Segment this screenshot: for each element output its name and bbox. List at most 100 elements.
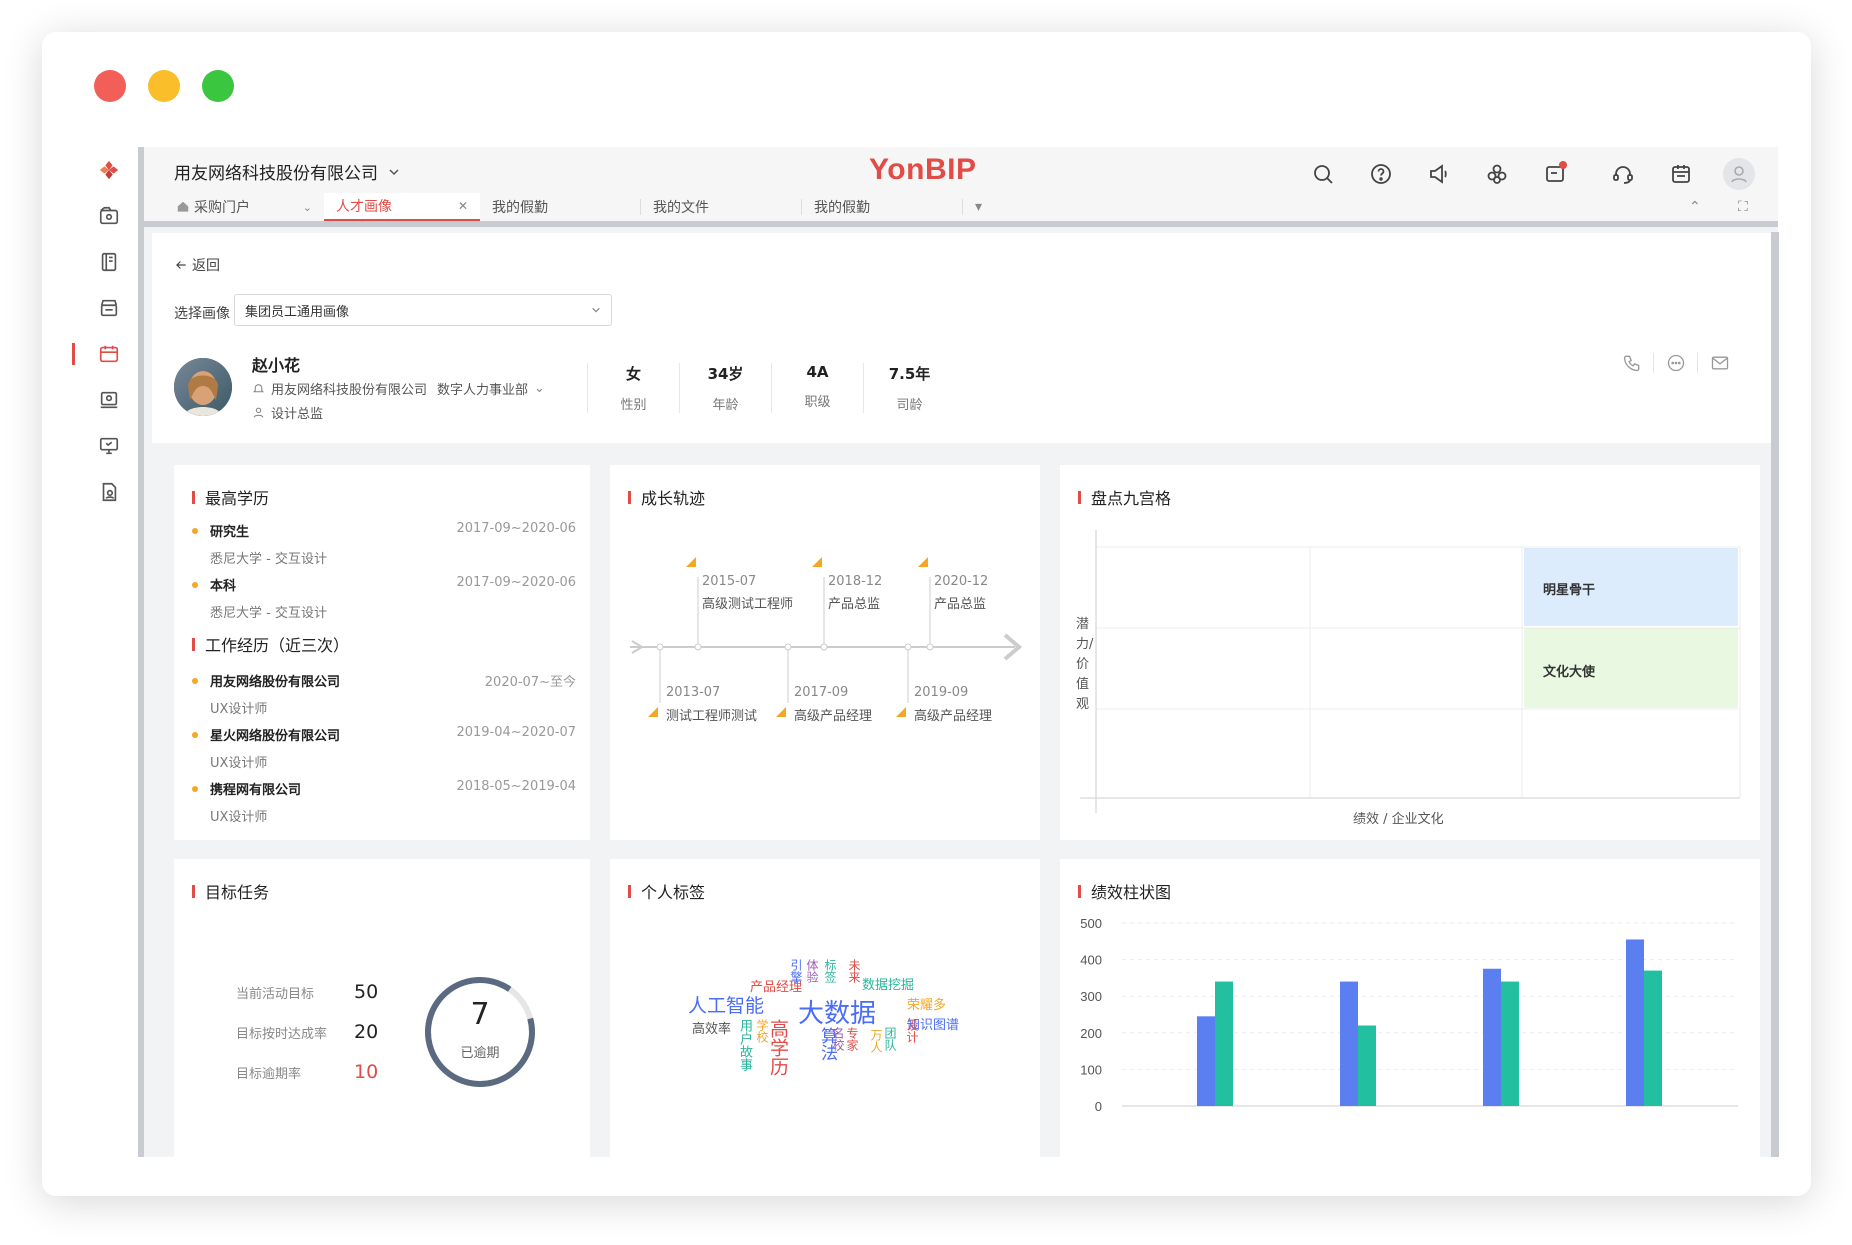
tag-word: 专家 bbox=[845, 1027, 859, 1051]
growth-card: 成长轨迹 bbox=[610, 465, 1040, 840]
overdue-count: 7 bbox=[470, 997, 490, 1032]
tag-word: 设计 bbox=[905, 1019, 919, 1043]
help-icon[interactable] bbox=[1352, 157, 1410, 191]
tags-title: 个人标签 bbox=[628, 879, 705, 903]
growth-title: 成长轨迹 bbox=[628, 485, 705, 509]
y-tick-label: 300 bbox=[1080, 989, 1102, 1004]
company-switcher[interactable]: 用友网络科技股份有限公司 bbox=[174, 159, 400, 184]
user-avatar-button[interactable] bbox=[1710, 157, 1768, 191]
home-icon bbox=[177, 201, 189, 212]
tags-card: 个人标签 大数据 人工智能 高学历 算法 产品经理 数据挖掘 荣耀多 知识图谱 高效率 用户故事学… bbox=[610, 859, 1040, 1159]
list-item: 本科 悉尼大学 - 交互设计 2017-09~2020-06 bbox=[192, 575, 576, 621]
chevron-down-icon bbox=[592, 307, 600, 313]
phone-icon[interactable] bbox=[1610, 353, 1654, 373]
tag-word: 算法 bbox=[817, 1027, 837, 1061]
app-frame-left bbox=[138, 147, 146, 1157]
objective-row-overdue: 目标逾期率 10 bbox=[236, 1061, 379, 1083]
tab-my-attendance-2[interactable]: 我的假勤 bbox=[814, 200, 870, 216]
growth-role: 高级产品经理 bbox=[914, 709, 993, 724]
book-icon[interactable] bbox=[72, 239, 146, 285]
tag-word: 大数据 bbox=[798, 999, 877, 1029]
portrait-select[interactable]: 集团员工通用画像 bbox=[234, 294, 612, 326]
person-org: 用友网络科技股份有限公司 数字人力事业部 ⌄ bbox=[252, 379, 545, 398]
stat-grade: 4A 职级 bbox=[771, 363, 863, 413]
avatar bbox=[174, 358, 232, 416]
tab-procurement-portal[interactable]: 采购门户 ⌄ bbox=[164, 193, 324, 221]
app-logo-icon[interactable] bbox=[72, 147, 146, 193]
tag-cloud: 大数据 人工智能 高学历 算法 产品经理 数据挖掘 荣耀多 知识图谱 高效率 用户故事 学校 名校 专家… bbox=[610, 859, 1040, 1159]
person-title: 设计总监 bbox=[252, 403, 323, 422]
growth-date: 2013-07 bbox=[666, 685, 721, 700]
announcement-icon[interactable] bbox=[1410, 157, 1468, 191]
y-tick-label: 200 bbox=[1080, 1026, 1102, 1041]
y-tick-label: 400 bbox=[1080, 953, 1102, 968]
education-title: 最高学历 bbox=[192, 485, 269, 509]
person-stats: 女性别 34岁 年龄 4A 职级 7.5年 司龄 bbox=[587, 363, 955, 413]
bell-icon bbox=[252, 384, 265, 393]
growth-date: 2020-12 bbox=[934, 574, 989, 589]
growth-date: 2017-09 bbox=[794, 685, 849, 700]
fullscreen-icon[interactable]: ⛶ bbox=[1738, 199, 1748, 215]
growth-role: 测试工程师测试 bbox=[666, 709, 758, 724]
bar bbox=[1644, 970, 1662, 1106]
work-history-title: 工作经历（近三次） bbox=[192, 632, 349, 656]
contact-actions bbox=[1610, 353, 1742, 373]
store-icon[interactable] bbox=[72, 285, 146, 331]
window-controls bbox=[94, 70, 234, 102]
tab-my-files[interactable]: 我的文件 bbox=[653, 200, 709, 216]
objectives-card: 目标任务 当前活动目标 50 目标按时达成率 20 目标逾期率 10 7 已逾期 bbox=[174, 859, 590, 1159]
monitor-icon[interactable] bbox=[72, 423, 146, 469]
tab-talent-portrait[interactable]: 人才画像 ✕ bbox=[324, 193, 480, 221]
tab-overflow-dropdown[interactable]: ▾ bbox=[975, 199, 983, 215]
close-window-button[interactable] bbox=[94, 70, 126, 102]
document-user-icon[interactable] bbox=[72, 469, 146, 515]
growth-role: 高级测试工程师 bbox=[702, 597, 794, 612]
left-nav-rail bbox=[72, 147, 146, 1157]
tag-word: 万人 bbox=[869, 1029, 883, 1053]
list-item: 星火网络股份有限公司 UX设计师 2019-04~2020-07 bbox=[192, 725, 576, 771]
growth-timeline bbox=[630, 557, 1023, 717]
minimize-window-button[interactable] bbox=[148, 70, 180, 102]
app-frame-right bbox=[1771, 232, 1779, 1157]
mail-icon[interactable] bbox=[1698, 353, 1742, 373]
profile-card: 返回 选择画像 集团员工通用画像 赵小花 用友网络科技股份有限公司 数字人力事业… bbox=[152, 233, 1772, 443]
tag-word: 知识图谱 bbox=[907, 1018, 960, 1033]
talent-portrait-icon[interactable] bbox=[72, 331, 146, 377]
tag-word: 荣耀多 bbox=[907, 998, 947, 1013]
company-name: 用友网络科技股份有限公司 bbox=[174, 164, 378, 184]
education-card: 最高学历 研究生 悉尼大学 - 交互设计 2017-09~2020-06 本科 … bbox=[174, 465, 590, 840]
list-item: 携程网有限公司 UX设计师 2018-05~2019-04 bbox=[192, 779, 576, 825]
y-tick-label: 500 bbox=[1080, 916, 1102, 931]
bar bbox=[1501, 981, 1519, 1106]
profile-card-icon[interactable] bbox=[72, 377, 146, 423]
stat-tenure: 7.5年 司龄 bbox=[863, 363, 955, 413]
growth-date: 2018-12 bbox=[828, 574, 883, 589]
maximize-window-button[interactable] bbox=[202, 70, 234, 102]
tag-word: 团队 bbox=[883, 1027, 897, 1051]
collapse-icon[interactable]: ⌃ bbox=[1689, 199, 1701, 215]
calendar-icon[interactable] bbox=[1652, 157, 1710, 191]
page-tabs: 采购门户 ⌄ 人才画像 ✕ 我的假勤 我的文件 我的假勤 ▾ bbox=[164, 193, 1003, 221]
chat-icon[interactable] bbox=[1654, 353, 1698, 373]
home-folder-icon[interactable] bbox=[72, 193, 146, 239]
top-bar: 用友网络科技股份有限公司 YonBIP 采购门户 ⌄ 人才画像 ✕ 我的假勤 bbox=[144, 147, 1778, 227]
apps-icon[interactable] bbox=[1468, 157, 1526, 191]
messages-icon[interactable] bbox=[1526, 157, 1584, 191]
tab-my-attendance[interactable]: 我的假勤 bbox=[492, 200, 548, 216]
y-tick-label: 100 bbox=[1080, 1062, 1102, 1077]
brand-logo: YonBIP bbox=[869, 153, 977, 186]
growth-role: 产品总监 bbox=[934, 597, 987, 612]
search-icon[interactable] bbox=[1294, 157, 1352, 191]
bar bbox=[1626, 939, 1644, 1106]
growth-role: 高级产品经理 bbox=[794, 709, 873, 724]
overdue-ring bbox=[425, 977, 535, 1087]
back-button[interactable]: 返回 bbox=[174, 255, 220, 275]
customer-service-icon[interactable] bbox=[1594, 157, 1652, 191]
tag-word: 用户故事 bbox=[737, 1019, 752, 1071]
tag-word: 标签 bbox=[823, 959, 837, 983]
chevron-down-icon bbox=[389, 168, 399, 175]
person-icon bbox=[253, 407, 264, 418]
close-tab-icon[interactable]: ✕ bbox=[457, 199, 468, 213]
stat-gender: 女性别 bbox=[587, 363, 679, 413]
stat-age: 34岁 年龄 bbox=[679, 363, 771, 413]
